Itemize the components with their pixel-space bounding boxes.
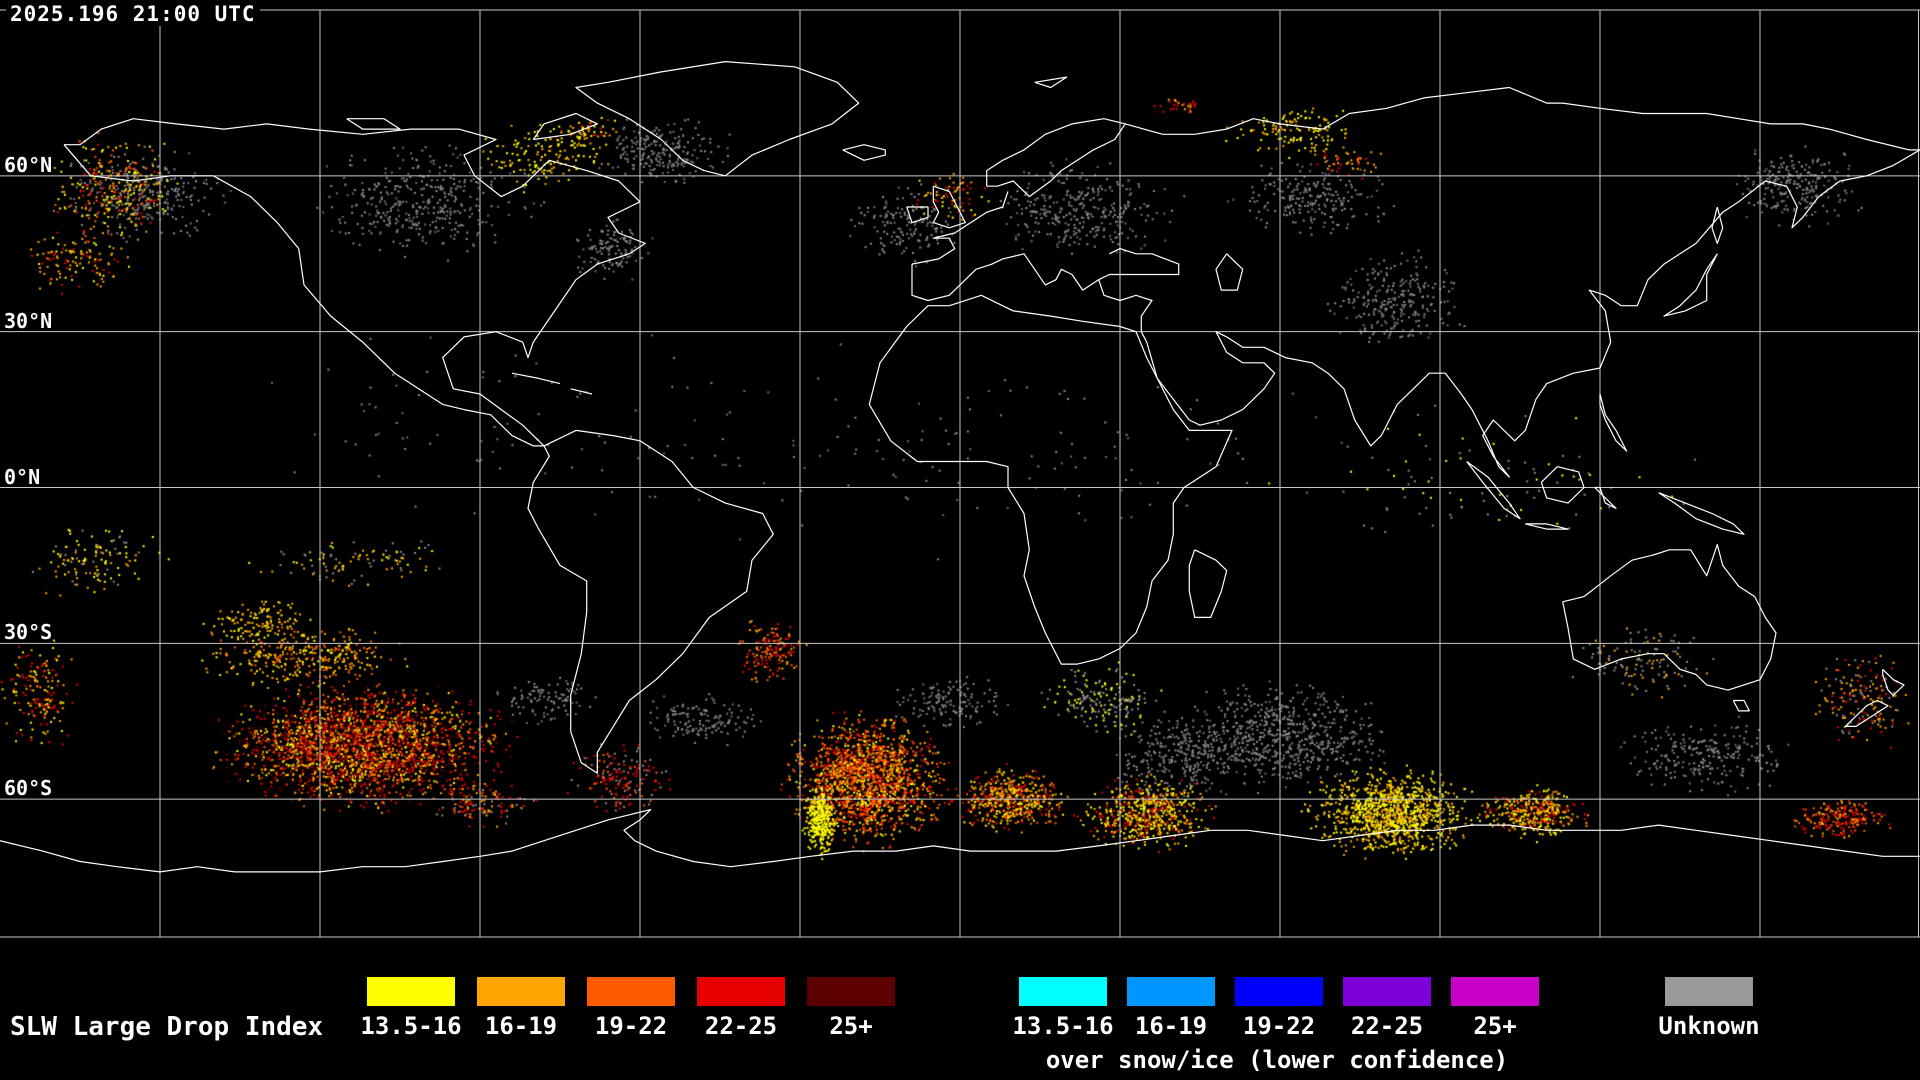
coastline bbox=[575, 60, 860, 177]
coastline bbox=[1658, 492, 1745, 535]
legend-swatch-liquid-2 bbox=[587, 977, 675, 1006]
legend-bin-label-liquid-1: 16-19 bbox=[484, 1012, 558, 1040]
legend-swatch-snow-0 bbox=[1019, 977, 1107, 1006]
legend-bin-label-snow-1: 16-19 bbox=[1134, 1012, 1208, 1040]
coastline bbox=[1594, 486, 1617, 509]
lat-label-60°S: 60°S bbox=[4, 776, 53, 801]
legend-title: SLW Large Drop Index bbox=[10, 1012, 324, 1042]
unknown-label: Unknown bbox=[1658, 1012, 1760, 1040]
coastline bbox=[0, 808, 1920, 873]
legend-bin-label-snow-4: 25+ bbox=[1473, 1012, 1517, 1040]
legend-bin-label-snow-2: 19-22 bbox=[1242, 1012, 1316, 1040]
coastline bbox=[868, 294, 1233, 665]
coastline bbox=[570, 388, 593, 395]
legend-swatch-liquid-3 bbox=[697, 977, 785, 1006]
coastline bbox=[527, 429, 774, 774]
coastline bbox=[1466, 461, 1521, 520]
legend-bin-label-liquid-0: 13.5-16 bbox=[360, 1012, 462, 1040]
coastline bbox=[1711, 206, 1724, 244]
legend-bin-label-snow-0: 13.5-16 bbox=[1012, 1012, 1114, 1040]
timestamp: 2025.196 21:00 UTC bbox=[6, 2, 260, 26]
legend-bin-label-liquid-2: 19-22 bbox=[594, 1012, 668, 1040]
legend-swatch-snow-4 bbox=[1451, 977, 1539, 1006]
legend-swatch-snow-1 bbox=[1127, 977, 1215, 1006]
coastline bbox=[1882, 668, 1905, 696]
legend-bin-label-liquid-4: 25+ bbox=[829, 1012, 873, 1040]
lat-label-0°N: 0°N bbox=[4, 464, 41, 489]
coastline bbox=[1125, 86, 1920, 151]
legend-swatch-liquid-1 bbox=[477, 977, 565, 1006]
lat-label-30°N: 30°N bbox=[4, 308, 53, 333]
coastline bbox=[63, 118, 646, 447]
coastline bbox=[932, 185, 966, 229]
legend: SLW Large Drop Index 13.5-16 16-19 19-22 22… bbox=[0, 970, 1920, 1080]
coastline bbox=[842, 144, 886, 161]
legend-swatch-snow-2 bbox=[1235, 977, 1323, 1006]
coastline bbox=[1098, 149, 1920, 478]
coastline bbox=[906, 206, 929, 224]
coastline bbox=[986, 118, 1126, 198]
lat-label-30°S: 30°S bbox=[4, 620, 53, 645]
legend-swatch-liquid-0 bbox=[367, 977, 455, 1006]
coastline bbox=[911, 248, 1180, 302]
coastline bbox=[1540, 466, 1585, 504]
legend-bin-label-snow-3: 22-25 bbox=[1350, 1012, 1424, 1040]
legend-bin-label-liquid-3: 22-25 bbox=[704, 1012, 778, 1040]
coastline bbox=[1732, 699, 1750, 712]
coastline bbox=[1562, 543, 1777, 691]
coastline bbox=[511, 372, 561, 385]
coastline bbox=[1188, 549, 1228, 619]
unknown-swatch bbox=[1665, 977, 1753, 1006]
snow-ice-caption: over snow/ice (lower confidence) bbox=[1045, 1046, 1509, 1074]
world-map bbox=[0, 9, 1920, 938]
coastline bbox=[346, 118, 401, 130]
coastline bbox=[1034, 76, 1068, 89]
legend-swatch-snow-3 bbox=[1343, 977, 1431, 1006]
coastline bbox=[911, 191, 1009, 265]
coastline bbox=[1215, 253, 1244, 291]
coastline bbox=[1525, 523, 1569, 530]
coastline bbox=[532, 112, 598, 141]
coastline bbox=[1663, 253, 1718, 317]
legend-swatch-liquid-4 bbox=[807, 977, 895, 1006]
coastline bbox=[1599, 393, 1628, 452]
coastline bbox=[1844, 699, 1889, 728]
lat-label-60°N: 60°N bbox=[4, 152, 53, 177]
